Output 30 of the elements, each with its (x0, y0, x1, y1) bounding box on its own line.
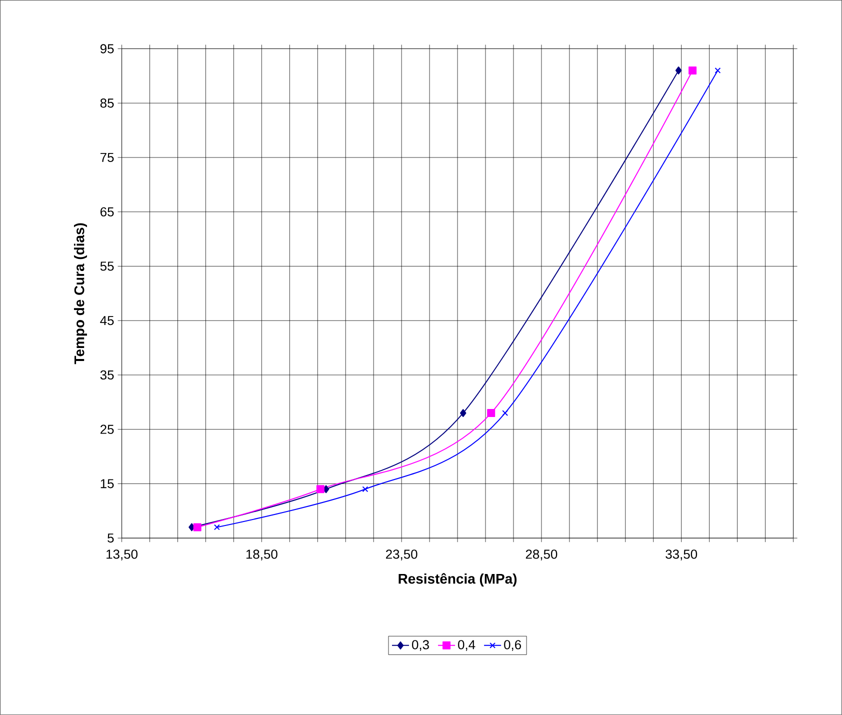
y-tick-label: 65 (100, 207, 114, 216)
legend-label: 0,3 (412, 640, 429, 651)
x-tick-label: 28,50 (526, 550, 558, 560)
y-tick-label: 25 (100, 424, 114, 434)
y-tick-label: 45 (100, 316, 114, 326)
y-tick-label: 5 (108, 534, 114, 543)
y-tick-label: 35 (100, 370, 114, 380)
x-tick-label: 13,50 (106, 550, 138, 560)
point (502, 410, 508, 416)
point (193, 523, 202, 532)
point (714, 68, 721, 74)
y-tick-label: 95 (100, 44, 114, 54)
point (460, 409, 466, 418)
y-tick-label: 85 (100, 98, 114, 108)
point (675, 66, 682, 75)
y-tick-label: 55 (100, 262, 114, 271)
point (362, 486, 368, 492)
y-tick-label: 15 (100, 479, 114, 488)
point (487, 409, 496, 418)
x-axis-title: Resistência (MPa) (398, 573, 517, 587)
point (214, 524, 220, 530)
y-axis-title: Tempo de Cura (dias) (74, 223, 87, 364)
point (688, 66, 697, 75)
x-tick-label: 18,50 (246, 550, 278, 560)
point (316, 485, 324, 494)
legend-label: 0,4 (458, 640, 476, 651)
x-tick-label: 23,50 (386, 550, 418, 560)
y-tick-label: 75 (100, 153, 114, 162)
x-tick-label: 33,50 (666, 550, 698, 560)
legend-label: 0,6 (504, 640, 522, 651)
